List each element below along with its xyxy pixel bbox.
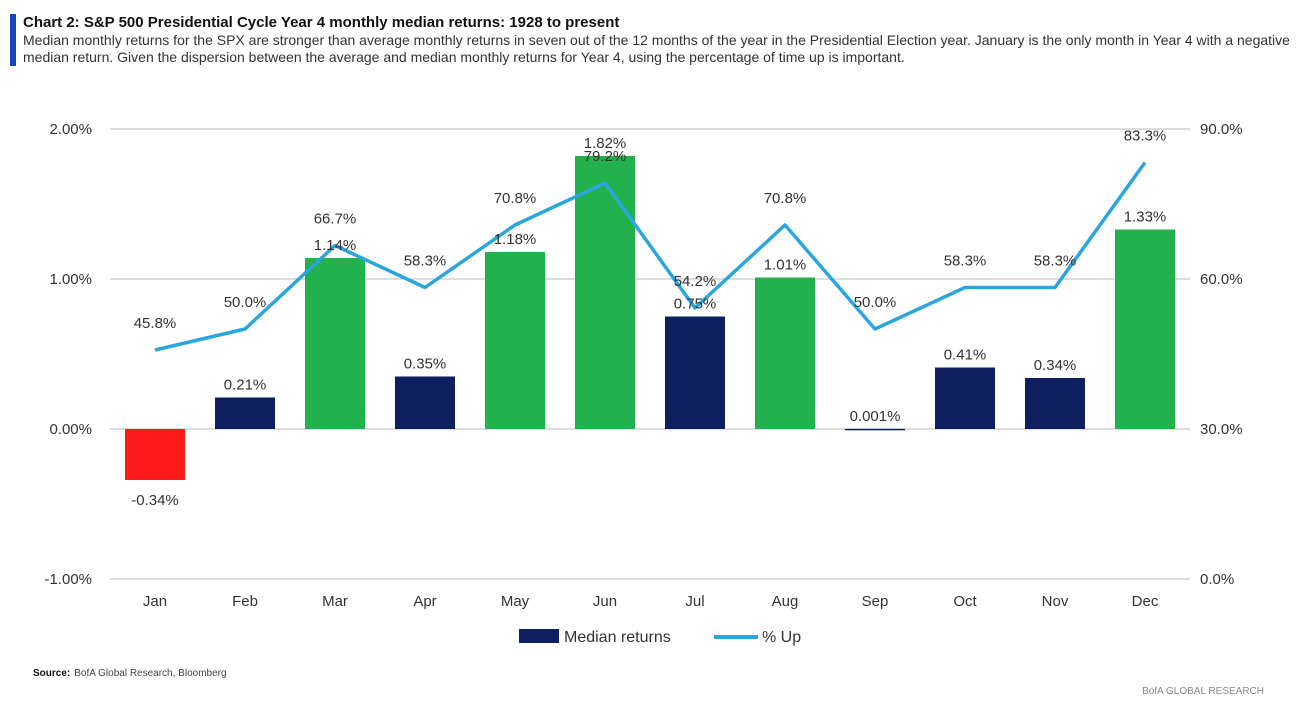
line-data-label: 66.7% (314, 211, 357, 228)
bar-jun (575, 156, 635, 429)
left-tick-label: 0.00% (49, 421, 92, 438)
bar-data-label: 1.14% (314, 237, 357, 254)
right-tick-label: 60.0% (1200, 271, 1243, 288)
right-tick-label: 90.0% (1200, 121, 1243, 138)
source-text: BofA Global Research, Bloomberg (74, 668, 227, 679)
line-data-label: 50.0% (854, 294, 897, 311)
legend-bar-swatch (519, 629, 559, 643)
bar-data-label: 0.75% (674, 296, 717, 313)
bar-may (485, 252, 545, 429)
pct-up-line (154, 161, 1147, 352)
bar-data-label: 1.01% (764, 257, 807, 274)
chart-title: Chart 2: S&P 500 Presidential Cycle Year… (23, 14, 620, 31)
source-label: Source: (33, 668, 71, 679)
line-data-label: 70.8% (764, 190, 807, 207)
x-tick-label: Jan (143, 593, 167, 610)
bar-data-label: 1.82% (584, 135, 627, 152)
bar-data-label: 0.35% (404, 356, 447, 373)
x-tick-label: Jun (593, 593, 617, 610)
x-tick-label: Nov (1042, 593, 1069, 610)
right-tick-label: 30.0% (1200, 421, 1243, 438)
line-data-label: 58.3% (944, 253, 987, 270)
bar-data-label: 0.34% (1034, 357, 1077, 374)
bar-jan (125, 429, 185, 480)
bar-data-label: 0.001% (850, 408, 901, 425)
x-tick-label: Aug (772, 593, 799, 610)
left-tick-label: 2.00% (49, 121, 92, 138)
source-note: Source: BofA Global Research, Bloomberg (33, 668, 227, 679)
bar-data-label: 1.18% (494, 231, 537, 248)
x-tick-label: Sep (862, 593, 889, 610)
chart-header: Chart 2: S&P 500 Presidential Cycle Year… (10, 14, 1302, 66)
bar-oct (935, 367, 995, 429)
bar-mar (305, 258, 365, 429)
line-data-label: 70.8% (494, 190, 537, 207)
line-data-label: 83.3% (1124, 128, 1167, 145)
bar-data-label: 1.33% (1124, 209, 1167, 226)
brand-label: BofA GLOBAL RESEARCH (1142, 686, 1264, 697)
right-tick-label: 0.0% (1200, 571, 1234, 588)
x-tick-label: Mar (322, 593, 348, 610)
line-data-label: 58.3% (404, 253, 447, 270)
line-data-label: 54.2% (674, 273, 717, 290)
bar-jul (665, 316, 725, 429)
left-tick-label: 1.00% (49, 271, 92, 288)
x-tick-label: May (501, 593, 530, 610)
bar-nov (1025, 378, 1085, 429)
bar-data-label: 0.41% (944, 347, 987, 364)
bar-dec (1115, 229, 1175, 429)
left-tick-label: -1.00% (44, 571, 92, 588)
bar-apr (395, 376, 455, 429)
bar-sep (845, 428, 905, 431)
chart-subtitle: Median monthly returns for the SPX are s… (23, 32, 1290, 65)
x-tick-label: Jul (685, 593, 704, 610)
bar-data-label: -0.34% (131, 492, 179, 509)
line-data-label: 50.0% (224, 294, 267, 311)
line-data-label: 79.2% (584, 148, 627, 165)
x-tick-label: Dec (1132, 593, 1159, 610)
x-tick-label: Oct (953, 593, 977, 610)
legend-label-median: Median returns (564, 629, 671, 646)
bar-feb (215, 397, 275, 429)
x-tick-label: Apr (413, 593, 436, 610)
line-data-label: 45.8% (134, 315, 177, 332)
line-data-label: 58.3% (1034, 253, 1077, 270)
x-tick-label: Feb (232, 593, 258, 610)
bar-aug (755, 277, 815, 429)
bar-data-label: 0.21% (224, 377, 267, 394)
legend-label-pct-up: % Up (762, 629, 801, 646)
